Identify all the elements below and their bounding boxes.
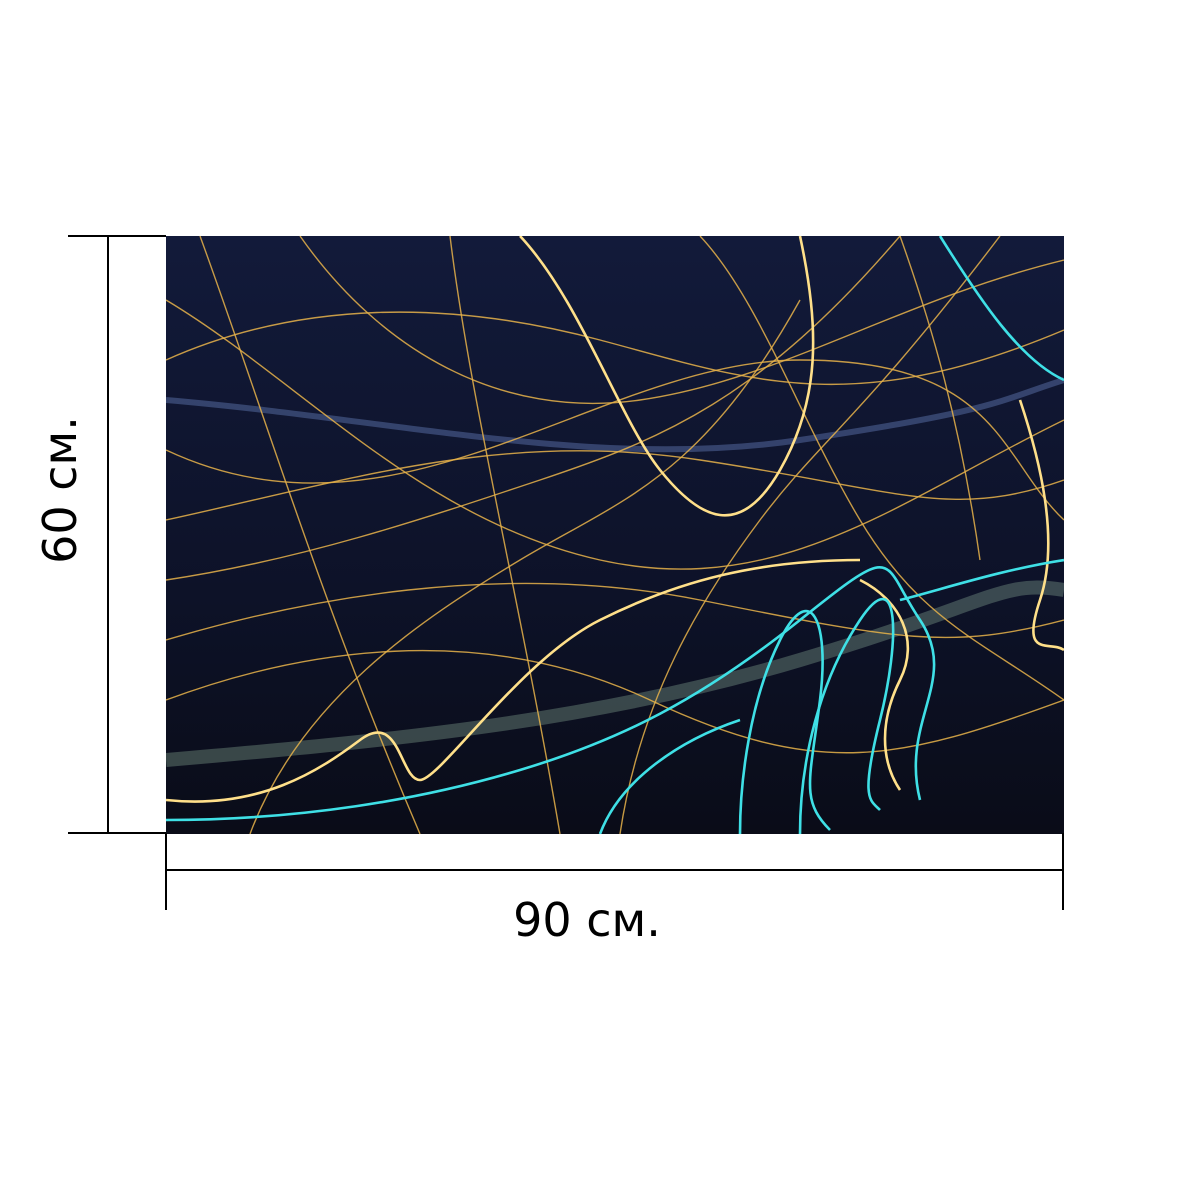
photo (166, 236, 1064, 834)
height-label: 60 см. (33, 416, 87, 564)
width-dimension (165, 833, 1064, 910)
height-dimension (68, 235, 166, 834)
width-label: 90 см. (513, 893, 661, 947)
